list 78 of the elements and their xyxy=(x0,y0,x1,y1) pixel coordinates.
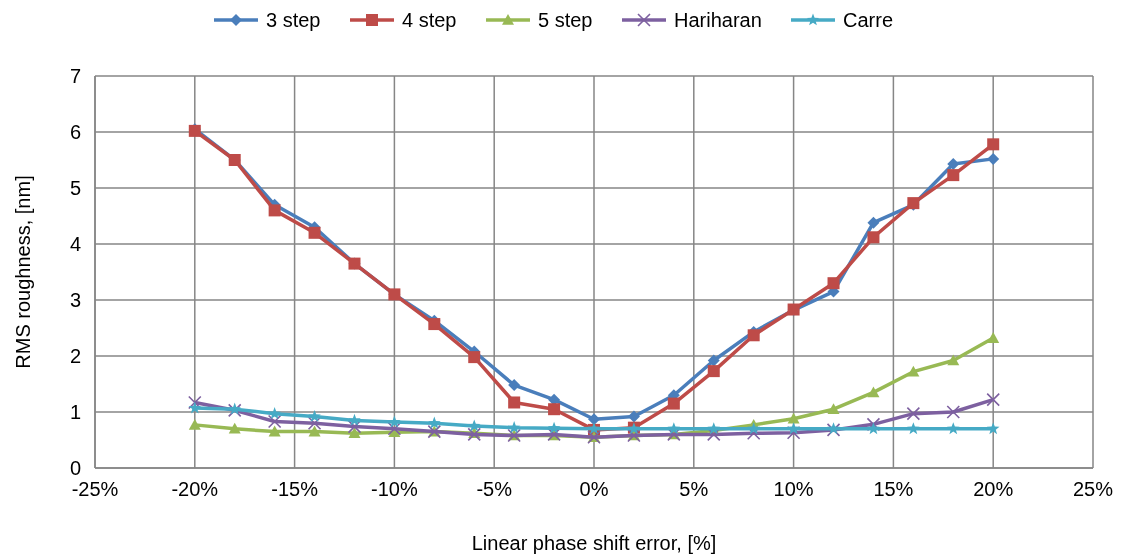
point xyxy=(428,416,441,429)
point xyxy=(468,351,481,364)
point xyxy=(508,396,521,409)
point xyxy=(467,419,481,432)
legend-label: 5 step xyxy=(538,9,593,31)
legend-label: Hariharan xyxy=(674,9,762,31)
point xyxy=(268,425,281,437)
point xyxy=(987,332,1000,343)
point xyxy=(348,413,361,426)
point xyxy=(507,421,521,434)
legend-label: Carre xyxy=(843,9,894,31)
x-tick-label: 25% xyxy=(1072,478,1114,500)
point xyxy=(267,414,282,429)
point xyxy=(867,422,880,435)
point xyxy=(906,406,921,421)
point xyxy=(388,415,401,428)
point xyxy=(707,365,720,378)
point xyxy=(508,379,521,392)
point xyxy=(387,422,402,436)
point xyxy=(827,277,840,290)
point xyxy=(307,416,322,430)
point xyxy=(987,152,1000,165)
x-axis-title: Linear phase shift error, [%] xyxy=(471,532,717,554)
y-tick-label: 4 xyxy=(69,233,81,255)
point xyxy=(787,422,800,435)
point xyxy=(947,169,960,182)
point xyxy=(268,204,281,217)
point xyxy=(347,419,362,434)
point xyxy=(987,138,1000,151)
point xyxy=(707,354,720,367)
legend-label: 3 step xyxy=(266,9,321,31)
x-tick-label: 20% xyxy=(973,478,1014,500)
point xyxy=(947,422,960,435)
point xyxy=(986,422,1000,435)
y-tick-label: 6 xyxy=(69,121,81,143)
point xyxy=(907,365,920,377)
x-tick-label: 5% xyxy=(679,478,709,500)
point xyxy=(787,412,800,424)
point xyxy=(867,216,880,229)
x-tick-label: -25% xyxy=(71,478,119,500)
point xyxy=(188,395,202,410)
x-tick-label: -10% xyxy=(371,478,418,500)
point xyxy=(228,422,241,434)
y-tick-label: 2 xyxy=(69,345,81,367)
point xyxy=(667,397,680,410)
legend-label: 4 step xyxy=(402,9,457,31)
point xyxy=(188,418,201,430)
point xyxy=(907,422,920,435)
point xyxy=(747,422,760,435)
point xyxy=(947,354,960,366)
point xyxy=(986,392,1000,407)
point xyxy=(188,401,202,414)
x-tick-label: 0% xyxy=(579,478,609,500)
point xyxy=(308,409,321,422)
point xyxy=(348,427,361,439)
point xyxy=(667,422,681,435)
y-tick-label: 1 xyxy=(69,401,81,423)
point xyxy=(827,403,840,414)
point xyxy=(308,226,321,239)
point xyxy=(867,231,880,244)
point xyxy=(548,403,561,416)
x-tick-label: 10% xyxy=(773,478,814,500)
x-tick-label: -20% xyxy=(171,478,219,500)
y-axis-title: RMS roughness, [nm] xyxy=(12,175,34,369)
point xyxy=(268,407,281,420)
y-tick-label: 3 xyxy=(69,289,81,311)
x-tick-label: -15% xyxy=(271,478,319,500)
x-tick-label: -5% xyxy=(476,478,513,500)
point xyxy=(547,421,561,434)
y-tick-label: 7 xyxy=(69,65,81,87)
y-tick-label: 5 xyxy=(69,177,81,199)
y-tick-label: 0 xyxy=(69,457,81,479)
point xyxy=(308,425,321,437)
point xyxy=(867,386,880,398)
x-tick-label: 15% xyxy=(873,478,914,500)
point xyxy=(946,405,961,419)
point xyxy=(428,318,441,331)
point xyxy=(747,329,760,342)
